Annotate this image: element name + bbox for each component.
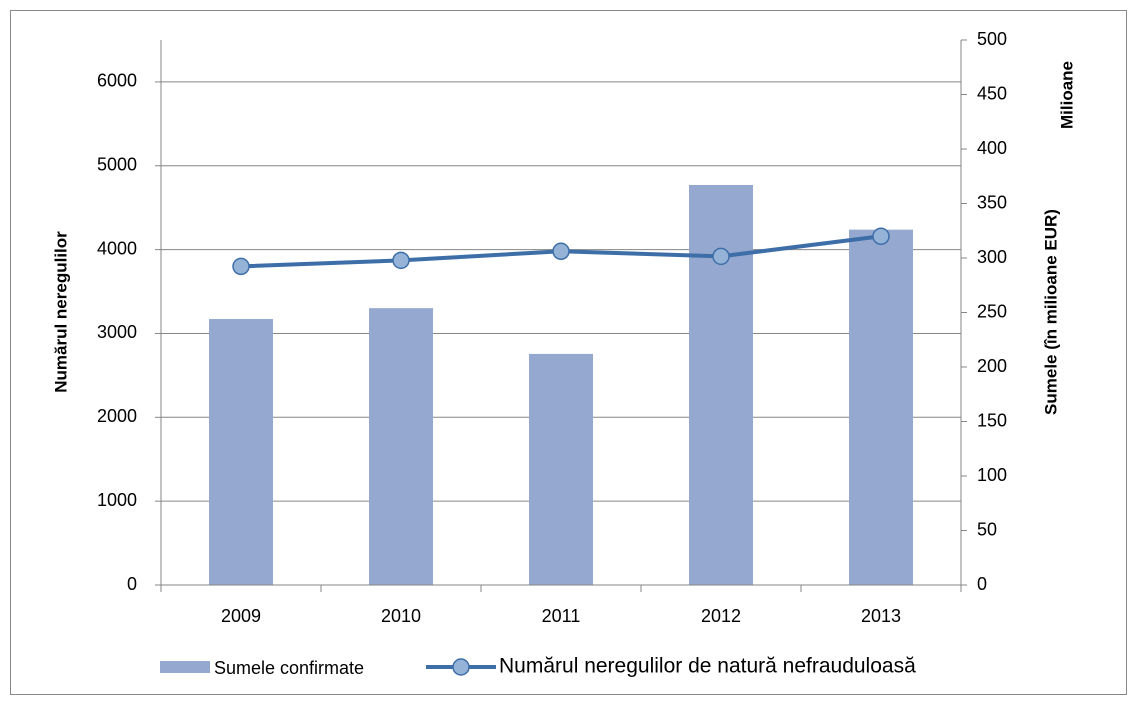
y2-tick-label: 200 <box>977 356 1007 376</box>
y2-unit-label: Milioane <box>1057 61 1076 129</box>
bar <box>849 229 913 585</box>
x-tick-label: 2009 <box>221 606 261 626</box>
x-tick-label: 2011 <box>542 606 581 626</box>
x-tick-label: 2013 <box>861 606 901 626</box>
y2-tick-label: 250 <box>977 301 1007 321</box>
line-marker <box>872 227 890 246</box>
y2-tick-label: 150 <box>977 410 1007 430</box>
legend-swatch <box>160 661 210 673</box>
y-tick-label: 5000 <box>97 155 137 175</box>
x-tick-label: 2010 <box>381 606 421 626</box>
line-marker <box>552 242 570 261</box>
y-tick-label: 6000 <box>97 71 137 91</box>
bar <box>209 319 273 585</box>
y2-tick-label: 0 <box>977 574 987 594</box>
y-tick-label: 3000 <box>97 322 137 342</box>
y2-tick-label: 350 <box>977 192 1007 212</box>
y2-tick-label: 400 <box>977 138 1007 158</box>
legend-label: Numărul neregulilor de natură nefraudulo… <box>499 655 916 678</box>
y2-tick-label: 300 <box>977 247 1007 267</box>
y2-axis-title: Sumele (în milioane EUR) <box>1041 209 1060 415</box>
bar <box>529 353 593 585</box>
y2-tick-label: 100 <box>977 465 1007 485</box>
y-tick-label: 4000 <box>97 238 137 258</box>
y-tick-label: 0 <box>127 574 137 594</box>
bar <box>369 308 433 585</box>
bar <box>689 184 753 585</box>
y-axis-title: Numărul neregulilor <box>51 231 70 393</box>
line-marker <box>232 257 250 276</box>
y2-tick-label: 50 <box>977 519 997 539</box>
y-tick-label: 1000 <box>97 490 137 510</box>
x-tick-label: 2012 <box>701 606 741 626</box>
line-marker <box>392 251 410 270</box>
y-tick-label: 2000 <box>97 406 137 426</box>
legend-label: Sumele confirmate <box>214 658 364 678</box>
chart-frame <box>10 10 1127 695</box>
y2-tick-label: 450 <box>977 83 1007 103</box>
y2-tick-label: 500 <box>977 29 1007 49</box>
legend-marker <box>452 658 470 676</box>
line-marker <box>712 247 730 266</box>
